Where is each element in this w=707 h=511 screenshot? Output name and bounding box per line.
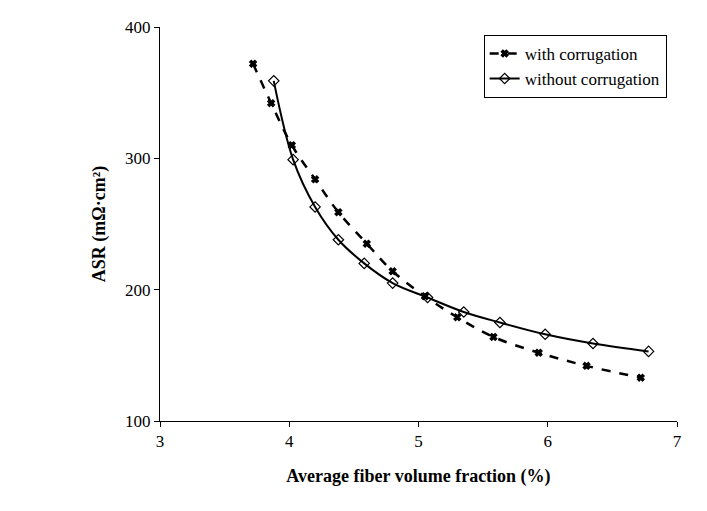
svg-text:4: 4 (285, 432, 294, 451)
svg-text:3: 3 (156, 432, 165, 451)
svg-text:ASR (mΩ·cm²): ASR (mΩ·cm²) (89, 166, 110, 282)
svg-text:7: 7 (673, 432, 682, 451)
svg-text:300: 300 (125, 149, 151, 168)
svg-text:Average fiber volume fraction: Average fiber volume fraction (%) (286, 466, 550, 487)
svg-text:200: 200 (125, 281, 151, 300)
svg-text:5: 5 (414, 432, 423, 451)
svg-text:400: 400 (125, 18, 151, 37)
svg-text:100: 100 (125, 412, 151, 431)
svg-text:6: 6 (544, 432, 553, 451)
svg-text:without corrugation: without corrugation (525, 70, 660, 89)
svg-text:with corrugation: with corrugation (525, 45, 638, 64)
